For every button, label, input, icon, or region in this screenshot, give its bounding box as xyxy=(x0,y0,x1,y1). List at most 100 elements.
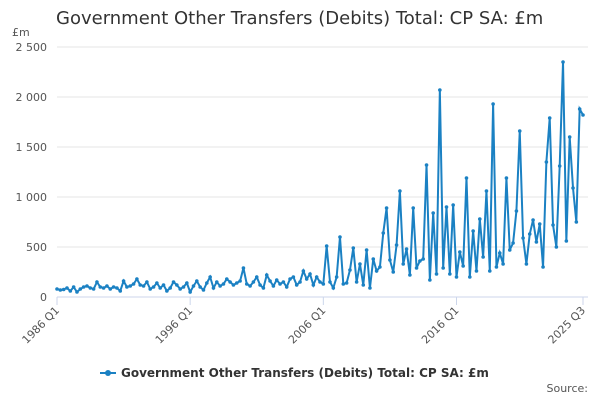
data-point xyxy=(281,280,286,284)
data-point xyxy=(138,283,143,287)
data-point xyxy=(168,286,172,290)
data-point xyxy=(71,285,76,289)
data-point xyxy=(318,280,322,284)
data-point xyxy=(284,285,289,289)
data-point xyxy=(391,270,396,274)
data-point xyxy=(398,189,402,193)
data-point xyxy=(491,102,495,106)
data-point xyxy=(348,268,352,272)
data-point xyxy=(141,284,146,288)
data-point xyxy=(434,272,439,276)
data-point xyxy=(534,240,539,244)
chart-title: Government Other Transfers (Debits) Tota… xyxy=(56,8,543,29)
data-point xyxy=(328,280,332,284)
data-point xyxy=(98,285,103,289)
data-point xyxy=(431,211,435,215)
data-point xyxy=(561,60,565,64)
data-point xyxy=(451,203,455,207)
data-point xyxy=(404,247,409,251)
data-point xyxy=(288,277,292,281)
data-point xyxy=(477,217,482,221)
data-point xyxy=(537,222,542,226)
data-point xyxy=(85,284,89,288)
data-point xyxy=(78,287,83,291)
data-point xyxy=(148,287,153,291)
data-point xyxy=(111,285,116,289)
data-point xyxy=(238,279,242,283)
data-point xyxy=(61,287,66,292)
data-point xyxy=(374,269,379,273)
data-point xyxy=(165,289,169,293)
data-point xyxy=(418,259,422,263)
data-point xyxy=(384,206,389,210)
data-point xyxy=(471,229,475,233)
x-tick-label: 2025 Q3 xyxy=(546,304,589,347)
y-tick-label: 1 500 xyxy=(16,141,48,154)
data-point xyxy=(544,160,549,164)
data-point xyxy=(228,280,232,284)
data-point xyxy=(474,269,479,273)
data-point xyxy=(334,275,339,279)
data-point xyxy=(448,272,452,276)
data-point xyxy=(531,218,535,222)
data-point xyxy=(424,163,429,167)
data-point xyxy=(371,257,376,261)
data-point xyxy=(208,275,212,279)
y-tick-label: 2 000 xyxy=(16,91,48,104)
data-point xyxy=(155,281,159,285)
data-point xyxy=(191,284,196,288)
data-point xyxy=(131,282,136,286)
data-point xyxy=(121,279,126,283)
data-point xyxy=(521,236,525,240)
data-point xyxy=(161,283,166,287)
data-point xyxy=(198,285,202,289)
data-point xyxy=(554,245,559,249)
data-point xyxy=(231,283,236,287)
source: Source: xyxy=(547,382,589,395)
data-point xyxy=(261,286,266,290)
data-point xyxy=(115,286,119,290)
data-point xyxy=(75,290,79,294)
data-point xyxy=(278,282,282,286)
data-point xyxy=(504,176,509,180)
y-axis-label: £m xyxy=(12,26,30,39)
data-point xyxy=(511,241,515,245)
x-tick-label: 2016 Q1 xyxy=(419,304,462,347)
data-point xyxy=(378,265,382,269)
data-point xyxy=(181,285,186,289)
data-point xyxy=(577,107,582,111)
data-point xyxy=(201,288,206,292)
data-point xyxy=(105,284,109,288)
data-point xyxy=(411,206,416,210)
data-point xyxy=(224,277,229,281)
x-tick-label: 2006 Q1 xyxy=(286,304,329,347)
data-point xyxy=(274,278,279,282)
data-point xyxy=(428,278,432,282)
data-point xyxy=(351,246,356,250)
data-point xyxy=(291,275,296,279)
data-point xyxy=(298,280,302,284)
data-point xyxy=(211,286,216,290)
y-tick-label: 1 000 xyxy=(16,191,48,204)
legend-label: Government Other Transfers (Debits) Tota… xyxy=(121,366,489,380)
data-point xyxy=(185,281,189,285)
data-point xyxy=(128,284,133,288)
data-point xyxy=(338,235,342,239)
data-point xyxy=(481,255,485,259)
data-point xyxy=(118,289,123,293)
data-point xyxy=(271,284,276,288)
data-point xyxy=(361,283,366,287)
data-point xyxy=(461,264,465,268)
x-tick-label: 1996 Q1 xyxy=(153,304,196,347)
data-point xyxy=(178,287,182,291)
data-point xyxy=(501,262,505,266)
data-point xyxy=(444,205,449,209)
data-point xyxy=(364,248,369,252)
data-point xyxy=(135,277,139,281)
data-point xyxy=(497,251,502,255)
data-point xyxy=(95,280,99,284)
data-point xyxy=(401,262,406,266)
data-point xyxy=(268,279,272,283)
data-point xyxy=(188,290,192,294)
